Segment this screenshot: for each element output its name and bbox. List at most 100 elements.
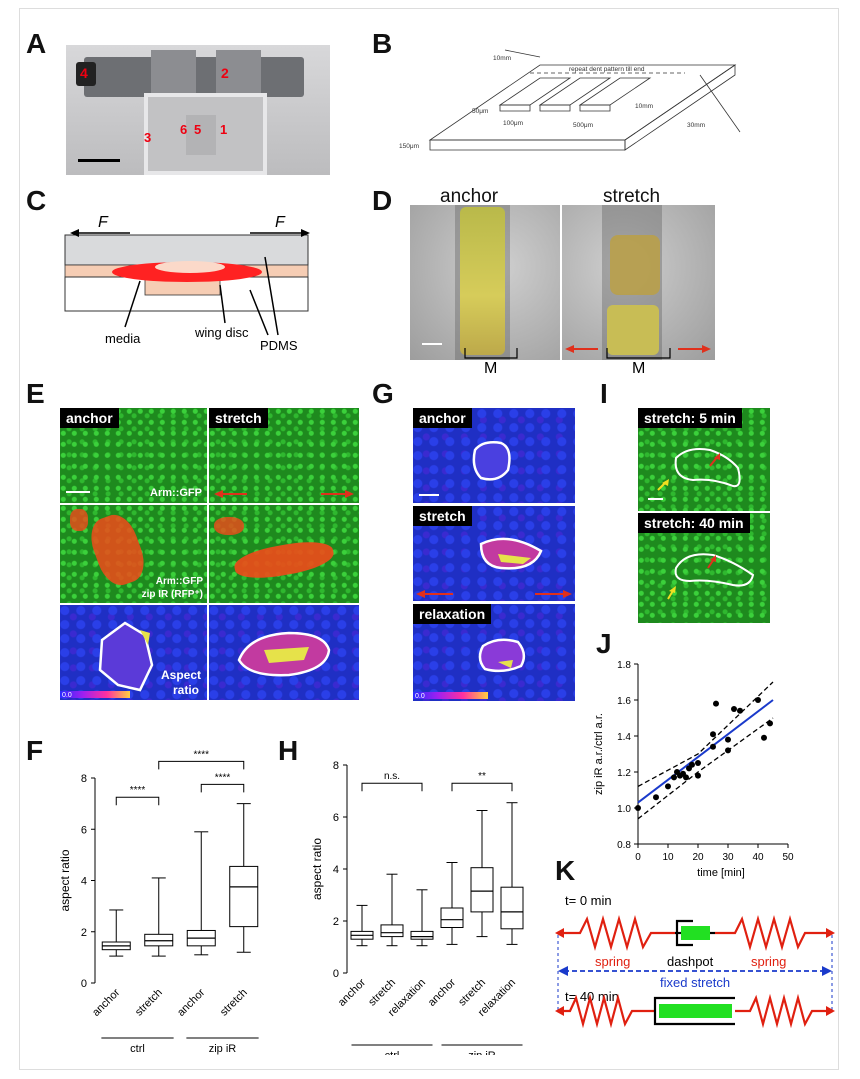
g-stretch-arrows: [416, 590, 572, 598]
e-aspect-label: Aspect: [160, 668, 201, 682]
box-plot: [440, 862, 464, 945]
box: [410, 930, 434, 940]
category-label: anchor: [336, 976, 369, 1009]
y-axis-label: aspect ratio: [310, 838, 324, 900]
box-plot: [410, 889, 434, 947]
significance-bracket: n.s.: [361, 771, 423, 792]
d-stretch-label: stretch: [603, 186, 661, 207]
dim-150um: 150μm: [399, 143, 419, 150]
panel-label-k: K: [555, 855, 576, 886]
scale-bar: [78, 159, 120, 162]
x-tick-label: 0: [635, 852, 641, 863]
category-label: anchor: [426, 976, 459, 1009]
panel-label-c: C: [26, 185, 47, 216]
data-point: [731, 706, 737, 712]
e-zip-ir-label: zip IR (RFP⁺): [141, 589, 203, 600]
dim-10mm-top: 10mm: [493, 55, 511, 62]
i-5min-image: stretch: 5 min: [638, 408, 770, 511]
y-tick-label: 8: [81, 773, 87, 785]
panel-label-j: J: [596, 628, 612, 659]
d-m-left: M: [484, 360, 497, 375]
data-point: [689, 761, 695, 768]
significance-label: n.s.: [384, 771, 400, 782]
e-anchor-label: anchor: [60, 408, 119, 428]
box: [380, 924, 404, 938]
data-point: [725, 736, 731, 743]
bracket-line: [200, 783, 245, 793]
category-label: stretch: [133, 987, 165, 1019]
y-tick-label: 1.2: [617, 768, 631, 779]
y-tick-label: 6: [333, 812, 339, 824]
device-label-3: 3: [144, 130, 152, 145]
data-point: [737, 707, 743, 714]
box: [229, 865, 259, 928]
g-stretch-label: stretch: [413, 506, 472, 526]
panel-label-i: I: [600, 378, 608, 409]
device-label-2: 2: [221, 65, 229, 81]
panel-k-diagram: t= 0 min spring dashpot spring fixed str…: [555, 893, 835, 1029]
k-t0-label: t= 0 min: [565, 893, 612, 908]
g-stretch-image: stretch: [413, 506, 575, 601]
panel-d-stretch-image: [562, 205, 715, 360]
k-spring-right: spring: [751, 954, 786, 969]
force-right-label: F: [275, 214, 286, 231]
data-point: [755, 697, 761, 703]
i-40min-label: stretch: 40 min: [638, 513, 750, 533]
e-stretch-aspect: [209, 605, 359, 700]
category-label: stretch: [218, 987, 250, 1019]
box-plot: [186, 831, 216, 956]
panel-label-f: F: [26, 735, 44, 766]
y-tick-label: 6: [81, 824, 87, 836]
g-scale-min: 0.0: [415, 693, 425, 700]
y-tick-label: 1.4: [617, 732, 631, 743]
dim-30mm: 30mm: [687, 122, 705, 129]
device-label-6: 6: [180, 122, 188, 137]
panel-d-anchor-image: [410, 205, 560, 360]
group-label: zip iR: [468, 1050, 496, 1055]
data-point: [683, 774, 689, 781]
figure-frame: [19, 8, 839, 1070]
data-point: [671, 774, 677, 781]
category-label: anchor: [90, 986, 123, 1019]
force-left-label: F: [98, 214, 109, 231]
panel-label-g: G: [372, 378, 394, 409]
e-stretch-gfp: stretch: [209, 408, 359, 503]
box-plot: [470, 810, 494, 938]
pdms-label: PDMS: [260, 338, 298, 353]
y-tick-label: 1.8: [617, 660, 631, 671]
box-plot: [350, 904, 374, 947]
y-axis-label: zip iR a.r./ctrl a.r.: [593, 713, 605, 795]
data-point: [653, 794, 659, 801]
panel-label-h: H: [278, 735, 299, 766]
k-fixed-stretch: fixed stretch: [660, 975, 730, 990]
x-tick-label: 20: [692, 852, 704, 863]
data-point: [767, 720, 773, 727]
x-tick-label: 10: [662, 852, 674, 863]
y-tick-label: 0: [81, 978, 87, 990]
data-point: [695, 760, 701, 766]
e-stretch-arrows: [214, 490, 354, 498]
panel-label-e: E: [26, 378, 45, 409]
e-ratio-label: ratio: [172, 683, 199, 697]
e-arm-gfp2-label: Arm::GFP: [155, 576, 203, 587]
device-label-5: 5: [194, 122, 202, 137]
e-stretch-rfp: [209, 505, 359, 603]
panel-a-photo: 4 2 3 6 5 1: [66, 45, 330, 175]
i-40min-image: stretch: 40 min: [638, 513, 770, 623]
repeat-pattern-label: repeat dent pattern till end: [569, 66, 645, 73]
panel-f-chart: 0 2 4 6 8 aspect ratio anchor stretch anchor stre…: [58, 749, 259, 1055]
y-tick-label: 1.0: [617, 804, 631, 815]
box: [500, 886, 524, 930]
k-dashpot: dashpot: [667, 954, 714, 969]
panel-b-schematic: repeat dent pattern till end 10mm 50μm 1…: [399, 49, 741, 151]
box: [440, 907, 464, 928]
device-label-4: 4: [80, 65, 88, 81]
k-spring-left: spring: [595, 954, 630, 969]
y-axis-label: aspect ratio: [58, 849, 72, 911]
e-anchor-gfp: anchor Arm::GFP: [60, 408, 207, 503]
box: [144, 933, 174, 947]
y-tick-label: 0: [333, 968, 339, 980]
bracket-line: [115, 796, 160, 806]
e-anchor-aspect: 0.0 Aspect ratio: [60, 605, 207, 700]
